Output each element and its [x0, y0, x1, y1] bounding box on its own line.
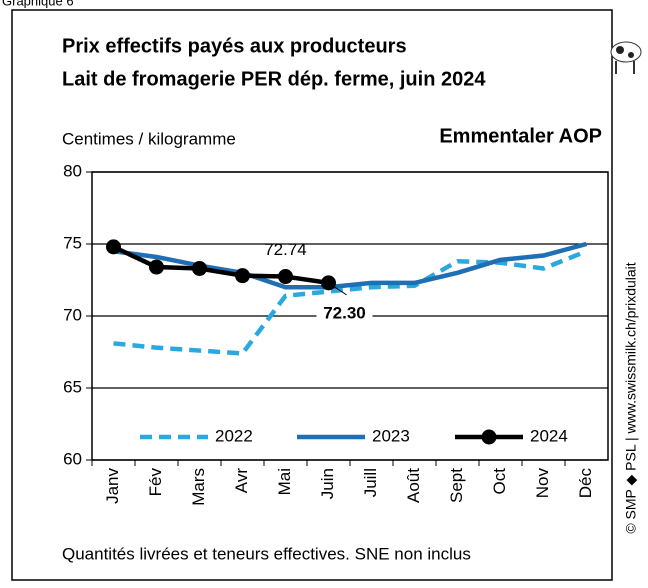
y-axis-label: Centimes / kilogramme — [62, 129, 236, 148]
x-tick-label: Sept — [447, 468, 466, 503]
series-marker — [106, 239, 121, 254]
x-tick-label: Juin — [318, 468, 337, 499]
series-marker — [149, 260, 164, 275]
y-tick-label: 80 — [63, 161, 82, 180]
x-tick-label: Oct — [490, 468, 509, 495]
y-tick-label: 70 — [63, 305, 82, 324]
x-tick-label: Nov — [533, 468, 552, 499]
y-tick-label: 60 — [63, 449, 82, 468]
cow-icon — [611, 42, 641, 74]
y-tick-label: 65 — [63, 377, 82, 396]
series-marker — [278, 269, 293, 284]
chart-label: Graphique 6 — [2, 0, 74, 8]
x-tick-label: Août — [404, 468, 423, 503]
x-tick-label: Mars — [189, 468, 208, 506]
chart-title: Prix effectifs payés aux producteurs — [62, 35, 407, 57]
source: © SMP ◆ PSL | www.swissmilk.ch/prixdulai… — [623, 262, 639, 533]
chart: Graphique 6 Prix effectifs payés aux pro… — [0, 0, 648, 583]
legend-label: 2023 — [372, 426, 410, 445]
chart-subtitle: Lait de fromagerie PER dép. ferme, juin … — [62, 68, 486, 90]
legend-marker — [482, 430, 497, 445]
x-tick-label: Juill — [361, 468, 380, 497]
y-tick-label: 75 — [63, 233, 82, 252]
series-marker — [235, 268, 250, 283]
x-tick-label: Déc — [576, 468, 595, 499]
legend-label: 2024 — [530, 426, 568, 445]
x-tick-label: Mai — [275, 468, 294, 495]
x-tick-label: Fév — [146, 468, 165, 497]
x-tick-label: Janv — [103, 468, 122, 504]
data-label: 72.30 — [323, 303, 366, 322]
legend-label: 2022 — [215, 426, 253, 445]
x-tick-label: Avr — [232, 468, 251, 494]
series-marker — [192, 261, 207, 276]
data-label: 72.74 — [264, 240, 307, 259]
product-label: Emmentaler AOP — [439, 125, 602, 147]
footnote: Quantités livrées et teneurs effectives.… — [62, 544, 471, 563]
